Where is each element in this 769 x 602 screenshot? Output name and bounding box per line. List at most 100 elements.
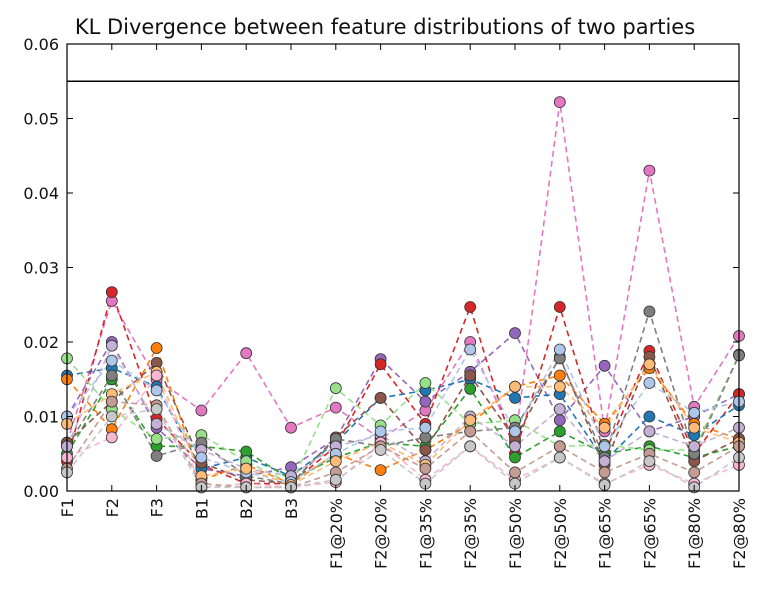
data-point	[105, 395, 118, 408]
y-tick-label: 0.02	[23, 333, 59, 352]
data-point	[329, 401, 342, 414]
data-point	[329, 455, 342, 468]
x-tick-label: F1@35%	[416, 498, 435, 569]
series-line	[66, 408, 740, 489]
data-point	[598, 455, 611, 468]
data-point	[643, 358, 656, 371]
data-point	[105, 286, 118, 299]
data-point	[419, 421, 432, 434]
x-tick-label: F1@50%	[506, 498, 525, 569]
data-point	[553, 343, 566, 356]
data-point	[150, 403, 163, 416]
x-tick-label: B3	[282, 498, 301, 519]
data-point	[553, 425, 566, 438]
data-point	[553, 403, 566, 416]
data-point	[598, 466, 611, 479]
x-tick-label: B2	[237, 498, 256, 519]
y-tick-label: 0.04	[23, 184, 59, 203]
y-tick-label: 0.03	[23, 259, 59, 278]
data-point	[464, 382, 477, 395]
y-tick-label: 0.05	[23, 110, 59, 129]
data-point	[329, 473, 342, 486]
x-tick-label: F1@80%	[685, 498, 704, 569]
data-point	[688, 466, 701, 479]
data-point	[419, 462, 432, 475]
data-point	[643, 377, 656, 389]
data-point	[329, 382, 342, 395]
series-line	[66, 354, 740, 485]
x-tick-label: F2@35%	[461, 498, 480, 569]
data-point	[150, 432, 163, 445]
data-point	[464, 343, 477, 356]
data-point	[240, 462, 253, 475]
data-point	[285, 421, 297, 434]
plot-area	[61, 80, 745, 494]
data-point	[374, 358, 387, 371]
data-point	[509, 440, 521, 453]
data-point	[509, 425, 521, 438]
data-point	[643, 425, 656, 438]
series-line	[66, 400, 740, 489]
data-point	[464, 369, 477, 382]
data-point	[509, 466, 521, 479]
series-line	[66, 362, 740, 486]
x-tick-label: F3	[148, 498, 167, 517]
x-tick-label: F2@50%	[551, 498, 570, 569]
data-point	[509, 391, 521, 404]
x-tick-label: B1	[192, 498, 211, 519]
chart-title: KL Divergence between feature distributi…	[75, 15, 695, 39]
data-point	[374, 425, 387, 438]
data-point	[150, 342, 163, 354]
x-tick-label: F1	[58, 498, 77, 517]
series-line	[66, 101, 740, 446]
y-axis: 0.00 0.01 0.02 0.03 0.04 0.05 0.06	[23, 35, 739, 501]
data-point	[464, 425, 477, 438]
data-point	[419, 444, 432, 456]
series-line	[66, 308, 740, 485]
data-point	[598, 440, 611, 453]
data-point	[643, 164, 656, 177]
data-point	[598, 421, 611, 434]
x-tick-label: F1@20%	[327, 498, 346, 569]
data-point	[509, 451, 521, 464]
data-point	[553, 414, 566, 427]
data-point	[643, 455, 656, 468]
data-point	[195, 451, 208, 464]
data-point	[150, 384, 163, 397]
data-point	[150, 450, 163, 462]
data-point	[195, 404, 208, 417]
data-point	[150, 369, 163, 382]
series-line	[66, 373, 740, 489]
data-point	[688, 440, 701, 453]
data-point	[105, 354, 118, 367]
data-point	[464, 414, 477, 427]
series-line	[66, 343, 740, 477]
data-point	[419, 395, 432, 408]
data-point	[553, 380, 566, 393]
data-point	[105, 410, 118, 423]
series-line	[66, 354, 740, 485]
data-point	[374, 464, 387, 477]
data-point	[553, 451, 566, 464]
series-line	[66, 367, 740, 478]
data-point	[105, 369, 118, 382]
data-point	[509, 380, 521, 393]
x-tick-label: F1@65%	[596, 498, 615, 569]
data-point	[553, 440, 566, 453]
y-tick-label: 0.00	[23, 482, 59, 501]
data-point	[553, 369, 566, 382]
x-tick-label: F2@80%	[730, 498, 749, 569]
data-point	[598, 359, 611, 372]
x-axis: F1 F2 F3 B1 B2 B3 F1@20% F2@20% F1@35% F2@35% F1@5…	[58, 44, 749, 569]
data-point	[419, 377, 432, 389]
x-tick-label: F2@20%	[372, 498, 391, 569]
data-point	[105, 431, 118, 444]
data-point	[643, 305, 656, 318]
data-point	[464, 440, 477, 453]
data-point	[553, 96, 566, 108]
x-tick-label: F2@65%	[640, 498, 659, 569]
data-point	[105, 339, 118, 352]
data-point	[374, 391, 387, 404]
data-point	[240, 347, 253, 360]
